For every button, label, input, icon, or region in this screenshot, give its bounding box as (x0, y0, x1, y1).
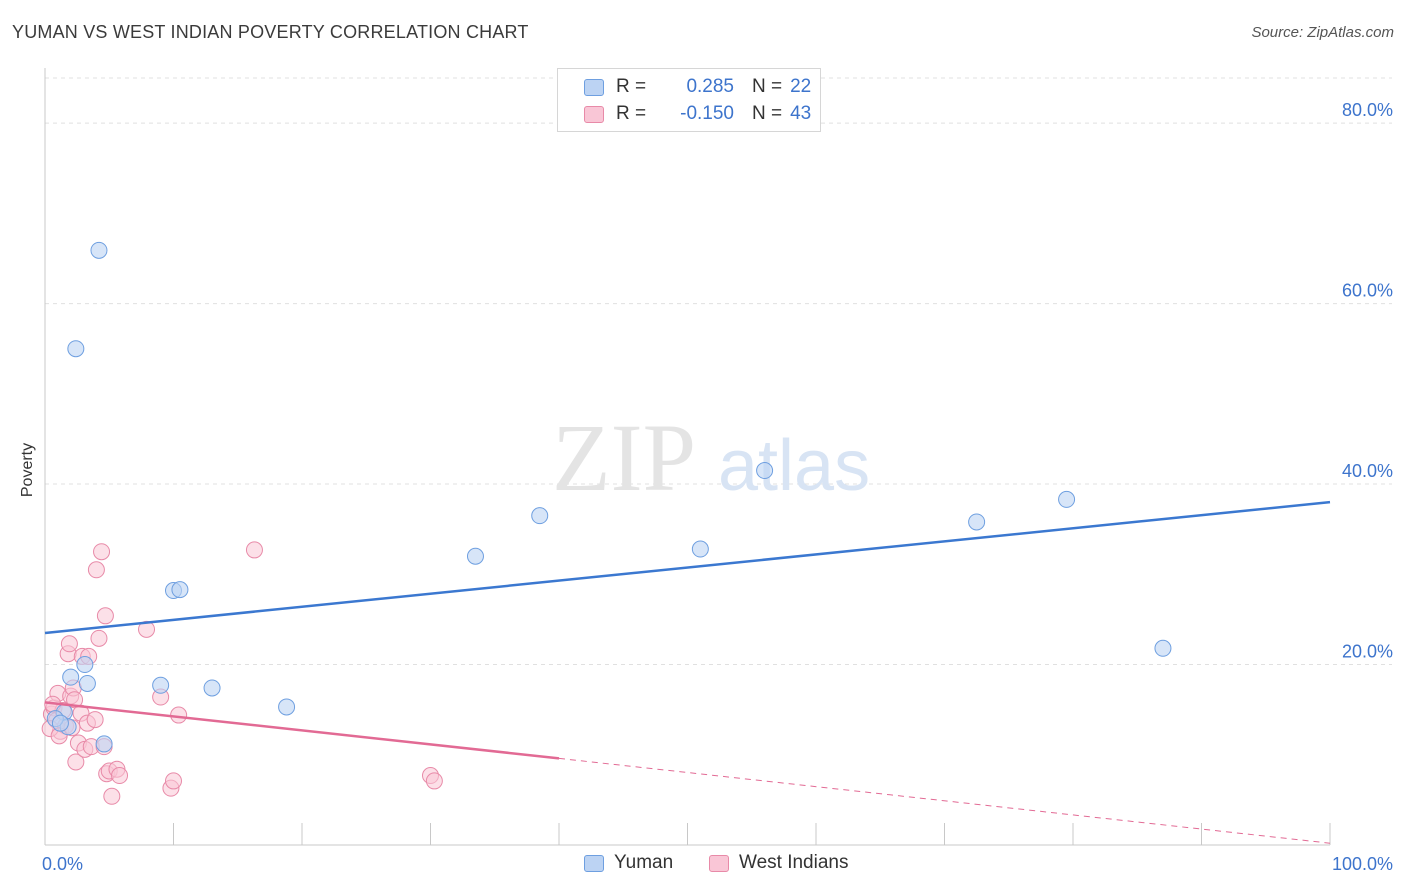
point-yuman (62, 668, 80, 686)
legend-r-value: 0.285 (686, 76, 734, 97)
legend-row-yuman: R = 0.285 N = 22 (584, 75, 811, 99)
series-west-indians (41, 541, 443, 805)
watermark-atlas: atlas (718, 426, 870, 506)
y-tick-label: 40.0% (1342, 461, 1393, 481)
correlation-legend: R = 0.285 N = 22 R = -0.150 N = 43 (557, 68, 821, 132)
trend-line-west-indians-extrapolated (558, 757, 1331, 844)
gridlines (45, 77, 1392, 666)
legend-n-value: 43 (790, 103, 812, 124)
trend-line-yuman (44, 500, 1331, 635)
point-yuman (152, 676, 170, 694)
trend-line-west-indians (44, 701, 560, 760)
y-tick-label: 20.0% (1342, 642, 1393, 662)
point-yuman (691, 540, 709, 558)
series-legend-swatch-yuman (584, 854, 604, 872)
series-legend-swatch-west-indians (709, 854, 729, 872)
point-yuman (756, 462, 774, 480)
tick-labels: 20.0% 40.0% 60.0% 80.0% 0.0% 100.0% (42, 100, 1393, 874)
legend-r-label: R = (616, 103, 647, 124)
point-yuman (1058, 490, 1076, 508)
x-tick-label: 0.0% (42, 854, 83, 874)
point-west-indians (87, 561, 105, 579)
trend-lines (44, 500, 1331, 844)
y-tick-label: 80.0% (1342, 100, 1393, 120)
watermark: ZIP atlas (552, 404, 870, 511)
point-west-indians (86, 711, 104, 729)
point-yuman (278, 698, 296, 716)
source-label: Source: ZipAtlas.com (1251, 24, 1394, 41)
point-yuman (67, 340, 85, 358)
point-yuman (466, 547, 484, 565)
point-west-indians (111, 767, 129, 785)
point-yuman (51, 714, 69, 732)
watermark-zip: ZIP (552, 404, 696, 511)
x-tick-label: 100.0% (1332, 854, 1393, 874)
legend-n-value: 22 (790, 76, 812, 97)
point-yuman (531, 507, 549, 525)
legend-n-label: N = (752, 76, 783, 97)
point-yuman (95, 735, 113, 753)
point-yuman (171, 581, 189, 599)
legend-swatch-yuman (584, 78, 604, 96)
y-tick-label: 60.0% (1342, 281, 1393, 301)
series-legend-label-west-indians: West Indians (739, 852, 849, 873)
point-yuman (76, 656, 94, 674)
series-legend-yuman: Yuman (584, 852, 673, 874)
point-west-indians (165, 772, 182, 790)
point-yuman (203, 679, 221, 697)
point-west-indians (67, 753, 85, 771)
point-west-indians (245, 541, 263, 559)
point-yuman (968, 513, 986, 531)
point-yuman (78, 674, 96, 692)
series-legend-west-indians: West Indians (709, 852, 848, 874)
legend-row-west-indians: R = -0.150 N = 43 (584, 102, 811, 126)
point-west-indians (138, 620, 156, 638)
series-yuman (46, 241, 1172, 753)
legend-swatch-west-indians (584, 105, 604, 123)
series-legend: Yuman West Indians (0, 852, 1406, 878)
chart-title: YUMAN VS WEST INDIAN POVERTY CORRELATION… (12, 22, 529, 42)
point-west-indians (90, 629, 108, 647)
legend-r-label: R = (616, 76, 647, 97)
legend-r-value: -0.150 (680, 103, 734, 124)
point-west-indians (96, 607, 114, 625)
point-yuman (90, 241, 108, 259)
point-west-indians (425, 772, 443, 790)
point-west-indians (103, 787, 121, 805)
point-yuman (1154, 639, 1172, 657)
point-west-indians (60, 635, 78, 653)
legend-n-label: N = (752, 103, 783, 124)
series-legend-label-yuman: Yuman (614, 852, 674, 873)
point-west-indians (93, 543, 111, 561)
point-west-indians (170, 706, 188, 724)
